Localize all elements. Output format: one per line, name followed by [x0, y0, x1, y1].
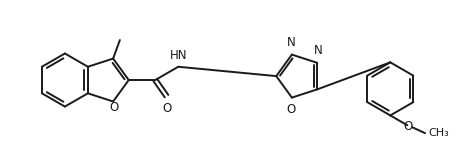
- Text: O: O: [162, 102, 171, 115]
- Text: O: O: [110, 101, 119, 114]
- Text: O: O: [286, 102, 295, 115]
- Text: N: N: [287, 36, 295, 49]
- Text: N: N: [314, 44, 322, 57]
- Text: CH₃: CH₃: [428, 128, 449, 138]
- Text: O: O: [404, 120, 413, 133]
- Text: HN: HN: [170, 49, 187, 62]
